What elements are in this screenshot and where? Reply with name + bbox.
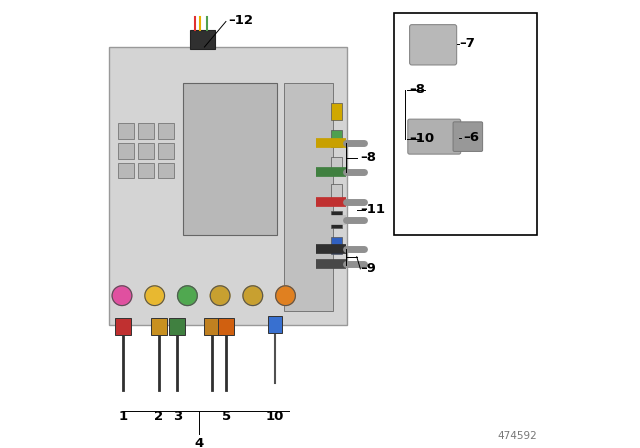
Bar	[268, 316, 282, 333]
Bar	[168, 318, 185, 335]
Bar	[138, 123, 154, 139]
Text: –8: –8	[360, 151, 376, 164]
Text: –8: –8	[410, 83, 426, 96]
Bar	[331, 103, 342, 120]
Circle shape	[145, 286, 164, 306]
Bar	[331, 130, 342, 147]
Bar	[115, 318, 131, 335]
Bar	[331, 184, 342, 201]
Circle shape	[177, 286, 197, 306]
Text: 10: 10	[266, 410, 284, 423]
Circle shape	[112, 286, 132, 306]
Bar	[204, 318, 221, 335]
Circle shape	[210, 286, 230, 306]
Bar	[158, 123, 173, 139]
Circle shape	[243, 286, 262, 306]
FancyBboxPatch shape	[410, 25, 457, 65]
Text: –10: –10	[410, 132, 435, 146]
Text: 4: 4	[195, 437, 204, 448]
Bar	[331, 211, 342, 228]
Circle shape	[276, 286, 295, 306]
Text: 5: 5	[222, 410, 232, 423]
Text: 1: 1	[118, 410, 127, 423]
Bar	[150, 318, 167, 335]
Bar	[158, 143, 173, 159]
Text: 474592: 474592	[497, 431, 538, 441]
Bar	[109, 47, 347, 325]
Text: –9: –9	[360, 262, 376, 276]
Bar	[183, 83, 277, 235]
Bar	[158, 163, 173, 178]
Text: –6: –6	[463, 131, 479, 145]
Bar	[218, 318, 234, 335]
FancyBboxPatch shape	[408, 119, 461, 154]
FancyBboxPatch shape	[453, 122, 483, 151]
Bar	[190, 30, 215, 49]
Bar	[118, 143, 134, 159]
Bar	[331, 237, 342, 254]
Bar	[118, 123, 134, 139]
Text: 3: 3	[173, 410, 182, 423]
Text: 2: 2	[154, 410, 163, 423]
Bar	[138, 143, 154, 159]
Bar	[138, 163, 154, 178]
Bar	[394, 13, 538, 235]
Bar	[284, 83, 333, 311]
Text: –11: –11	[360, 203, 385, 216]
Bar	[118, 163, 134, 178]
Bar	[331, 157, 342, 174]
Text: –7: –7	[459, 37, 475, 51]
Text: –12: –12	[228, 13, 253, 27]
